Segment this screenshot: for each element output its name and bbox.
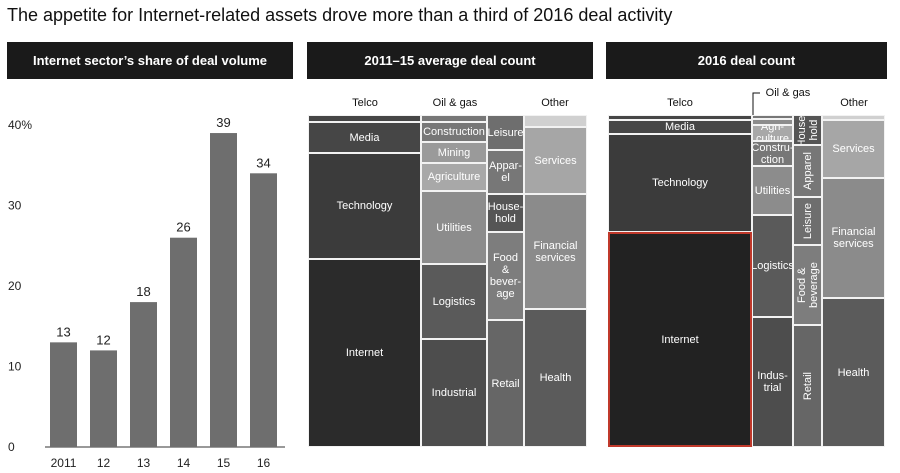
bar: [90, 350, 117, 447]
cell-health-2016: Health: [822, 298, 885, 447]
cell-leisure-avg: Leisure: [487, 115, 524, 150]
x-tick-label: 15: [217, 456, 231, 470]
bar-value-label: 13: [56, 324, 70, 339]
cell-retail-2016: Retail: [793, 325, 822, 447]
bar-value-label: 12: [96, 332, 110, 347]
cell-food-2016: Food & beverage: [793, 245, 822, 325]
panel-header-share: Internet sector’s share of deal volume: [7, 42, 293, 79]
bar-value-label: 26: [176, 220, 190, 235]
cell-construction-2016: Constru‑ ction: [752, 141, 793, 166]
bar-chart: 0 10 20 30 40% 13 2011 12 12 18 13 26 14 39 15 34 16: [8, 115, 285, 470]
bar: [210, 133, 237, 448]
y-tick-label: 40%: [8, 118, 32, 132]
cell-media-avg: Media: [308, 122, 421, 153]
cell-other-2016: [822, 115, 885, 120]
cell-logistics-avg: Logistics: [421, 264, 487, 339]
label-oilgas-2016: Oil & gas: [765, 87, 811, 99]
y-tick-label: 0: [8, 440, 15, 454]
x-tick-label: 13: [137, 456, 151, 470]
panel-header-avg-text: 2011–15 average deal count: [364, 53, 536, 68]
y-tick-label: 10: [8, 360, 22, 374]
cell-retail-avg: Retail: [487, 320, 524, 447]
chart-title: The appetite for Internet-related assets…: [7, 5, 673, 25]
cell-household-2016: House‑ hold: [793, 115, 822, 145]
bar: [130, 302, 157, 447]
bar: [170, 237, 197, 447]
x-tick-label: 16: [257, 456, 271, 470]
cell-technology-avg: Technology: [308, 153, 421, 259]
cell-industrial-2016: Indus‑ trial: [752, 317, 793, 447]
cell-apparel-avg: Appar‑ el: [487, 150, 524, 194]
bar: [50, 342, 77, 447]
oilgas-bracket-2016: [752, 92, 760, 118]
cell-mining-avg: Mining: [421, 142, 487, 163]
cell-technology-2016: Technology: [608, 134, 752, 232]
y-tick-label: 20: [8, 279, 22, 293]
x-tick-label: 2011: [51, 456, 77, 470]
label-telco-avg: Telco: [352, 97, 378, 109]
bar-value-label: 34: [256, 155, 270, 170]
bar: [250, 173, 277, 448]
panel-header-avg: 2011–15 average deal count: [307, 42, 593, 79]
cell-utilities-2016: Utilities: [752, 166, 793, 215]
cell-leisure-2016: Leisure: [793, 197, 822, 245]
cell-telco-2016: [608, 115, 752, 120]
panel-header-share-text: Internet sector’s share of deal volume: [32, 53, 268, 68]
cell-services-2016: Services: [822, 120, 885, 178]
cell-health-avg: Health: [524, 309, 587, 447]
label-telco-2016: Telco: [667, 97, 693, 109]
cell-industrial-avg: Industrial: [421, 339, 487, 447]
cell-other-avg: [524, 115, 587, 127]
cell-agriculture-2016: Agri‑ culture: [752, 125, 793, 141]
cell-construction-avg: Construction: [421, 122, 487, 142]
cell-leisure-2016-text: Leisure: [801, 202, 814, 240]
y-tick-label: 30: [8, 199, 22, 213]
cell-household-2016-text: House‑ hold: [795, 115, 820, 145]
cell-food-2016-text: Food & beverage: [795, 262, 820, 308]
cell-logistics-2016: Logistics: [752, 215, 793, 317]
cell-internet-2016: Internet: [608, 232, 752, 447]
bar-value-label: 39: [216, 115, 230, 130]
cell-oilgas-avg: [421, 115, 487, 122]
cell-agriculture-avg: Agriculture: [421, 163, 487, 191]
x-tick-label: 14: [177, 456, 191, 470]
cell-telco-avg: [308, 115, 421, 122]
cell-media-2016: Media: [608, 120, 752, 134]
cell-apparel-2016: Apparel: [793, 145, 822, 197]
cell-apparel-2016-text: Apparel: [801, 152, 814, 190]
cell-financial-2016: Financial services: [822, 178, 885, 298]
x-tick-label: 12: [97, 456, 111, 470]
cell-internet-avg: Internet: [308, 259, 421, 447]
cell-financial-avg: Financial services: [524, 194, 587, 309]
panel-header-2016-text: 2016 deal count: [697, 53, 796, 68]
cell-retail-2016-text: Retail: [801, 371, 814, 401]
cell-utilities-avg: Utilities: [421, 191, 487, 264]
cell-mining-2016: [752, 119, 793, 125]
bar-value-label: 18: [136, 284, 150, 299]
cell-oilgas-2016: [752, 115, 793, 119]
panel-header-2016: 2016 deal count: [606, 42, 887, 79]
cell-food-avg: Food & bever‑ age: [487, 232, 524, 320]
cell-services-avg: Services: [524, 127, 587, 194]
cell-household-avg: House‑ hold: [487, 194, 524, 232]
label-other-avg: Other: [541, 97, 569, 109]
label-oilgas-avg: Oil & gas: [432, 97, 478, 109]
label-other-2016: Other: [840, 97, 868, 109]
